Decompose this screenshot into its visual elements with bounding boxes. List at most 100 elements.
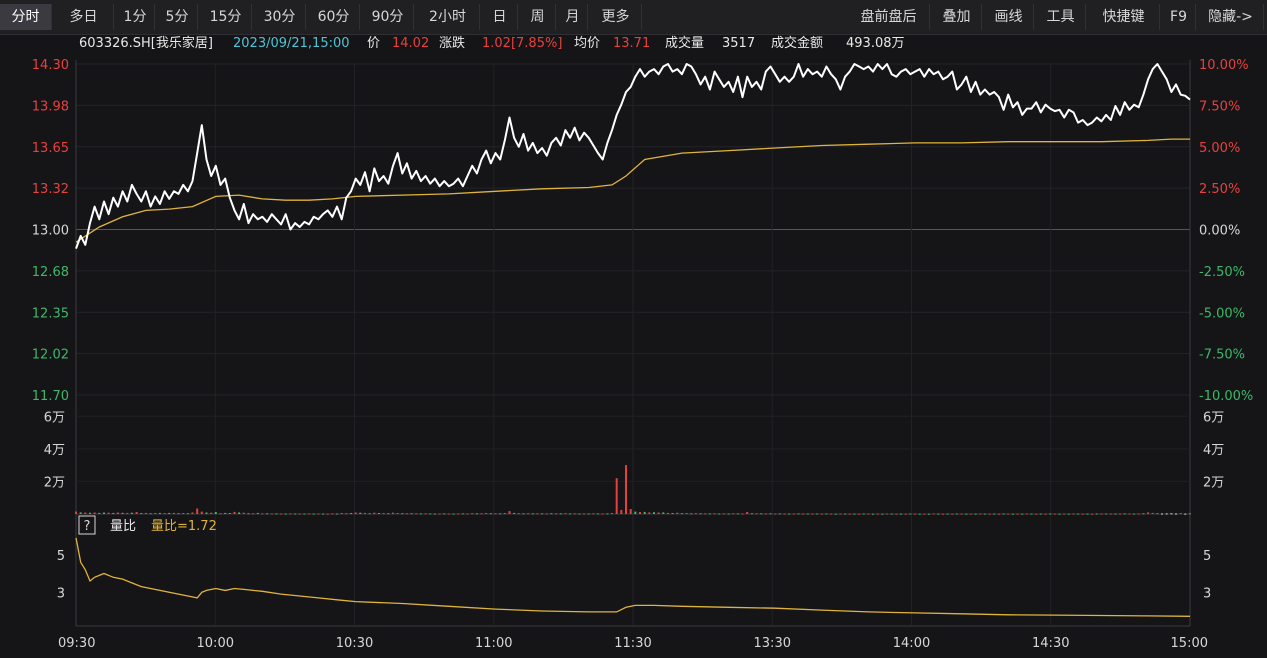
volume-bar [820, 513, 823, 515]
volume-bar [107, 512, 110, 514]
volume-bar [657, 512, 660, 514]
volume-bar [1184, 513, 1187, 515]
volume-bar [103, 512, 105, 514]
volume-bar [583, 513, 586, 515]
amount-value: 493.08万 [846, 36, 905, 51]
tool-button-4[interactable]: 快捷键 [1088, 4, 1160, 30]
period-tab-8[interactable]: 2小时 [416, 4, 480, 30]
volume-bar [969, 513, 972, 515]
period-tab-0[interactable]: 分时 [0, 4, 52, 30]
volume-bar [1086, 513, 1089, 515]
volume-bar [732, 513, 735, 515]
volume-bar [1021, 513, 1024, 515]
volume-bar [186, 513, 189, 515]
volume-bar [522, 513, 525, 515]
volume-bar [331, 513, 334, 515]
volume-bar [126, 512, 129, 514]
volume-bar [303, 513, 306, 515]
volume-bar [601, 513, 604, 515]
volume-bar [1100, 513, 1103, 515]
volume-bar [382, 513, 385, 515]
volume-bar [475, 513, 478, 515]
volume-bar [1063, 513, 1066, 515]
tool-button-3[interactable]: 工具 [1036, 4, 1086, 30]
volume-bar [238, 512, 241, 514]
volume-bar [625, 465, 627, 514]
volume-bar [1044, 513, 1047, 515]
volume-tick-label-right: 2万 [1203, 475, 1224, 490]
tool-button-1[interactable]: 叠加 [932, 4, 982, 30]
period-tab-4[interactable]: 15分 [200, 4, 252, 30]
ratio-tick-label-right: 5 [1203, 549, 1211, 564]
volume-bar [191, 512, 194, 514]
period-tab-2[interactable]: 1分 [116, 4, 155, 30]
volume-bar [350, 513, 352, 514]
volume-bar [98, 512, 101, 514]
volume-bar [592, 513, 595, 515]
volume-bar [1123, 513, 1126, 515]
volume-bar [932, 513, 935, 515]
volume-bar [895, 513, 898, 515]
volume-bar [452, 513, 455, 515]
volume-bar [480, 513, 483, 515]
pct-tick-label: 10.00% [1199, 58, 1249, 73]
help-box[interactable] [78, 515, 96, 535]
volume-bar [942, 513, 944, 515]
price-label: 价 [367, 36, 381, 51]
period-tab-3[interactable]: 5分 [157, 4, 198, 30]
volume-bar [997, 513, 1000, 515]
tool-button-0[interactable]: 盘前盘后 [848, 4, 930, 30]
tool-button-5[interactable]: F9 [1162, 4, 1196, 30]
period-toolbar: 分时 多日 1分 5分 15分 30分 60分 90分 2小时日周月更多 盘前盘后 叠加 画线 工具 快捷… [0, 0, 1267, 35]
volume-bar [182, 513, 185, 514]
avg-value: 13.71 [613, 36, 651, 51]
volume-bar [210, 512, 213, 514]
volume-bar [722, 513, 725, 515]
volume-bar [461, 513, 464, 515]
volume-bar [900, 513, 902, 515]
volume-bar [354, 512, 357, 514]
period-tab-10[interactable]: 周 [520, 4, 556, 30]
time-tick-label: 13:30 [754, 636, 791, 651]
volume-bar [224, 512, 227, 514]
volume-bar [205, 512, 208, 514]
volume-bar [84, 512, 87, 514]
tool-button-6[interactable]: 隐藏-> [1198, 4, 1264, 30]
volume-bar [872, 513, 874, 515]
volume-bar [848, 513, 851, 515]
volume-bar [1142, 513, 1145, 515]
volume-bar [550, 513, 553, 515]
volume-bar [564, 513, 567, 515]
period-tab-9[interactable]: 日 [482, 4, 518, 30]
price-line [75, 63, 1191, 249]
volume-bar [93, 512, 96, 514]
volume-bar [252, 513, 255, 515]
period-tab-12[interactable]: 更多 [590, 4, 642, 30]
volume-bar [834, 513, 837, 515]
volume-bar [200, 511, 203, 514]
period-tab-7[interactable]: 90分 [362, 4, 414, 30]
volume-bar [694, 513, 697, 515]
volume-bar [1081, 513, 1084, 515]
volume-bar [112, 512, 115, 514]
period-tab-5[interactable]: 30分 [254, 4, 306, 30]
volume-bar [1058, 513, 1061, 515]
volume-bar [545, 513, 548, 515]
volume-bar [499, 513, 502, 515]
volume-bar [699, 513, 702, 515]
period-tab-1[interactable]: 多日 [54, 4, 114, 30]
volume-bar [648, 512, 651, 514]
volume-bar [904, 513, 907, 515]
volume-bar [928, 513, 930, 515]
volume-bar [79, 512, 82, 514]
pct-tick-label: 2.50% [1199, 182, 1240, 197]
volume-tick-label-right: 4万 [1203, 443, 1224, 458]
help-icon[interactable]: ? [84, 519, 91, 534]
period-tab-6[interactable]: 60分 [308, 4, 360, 30]
period-tab-11[interactable]: 月 [558, 4, 588, 30]
volume-bar [676, 512, 679, 514]
tool-button-2[interactable]: 画线 [984, 4, 1034, 30]
pct-tick-label: -10.00% [1199, 389, 1253, 404]
volume-bar [946, 513, 949, 515]
volume-bar [830, 513, 833, 515]
